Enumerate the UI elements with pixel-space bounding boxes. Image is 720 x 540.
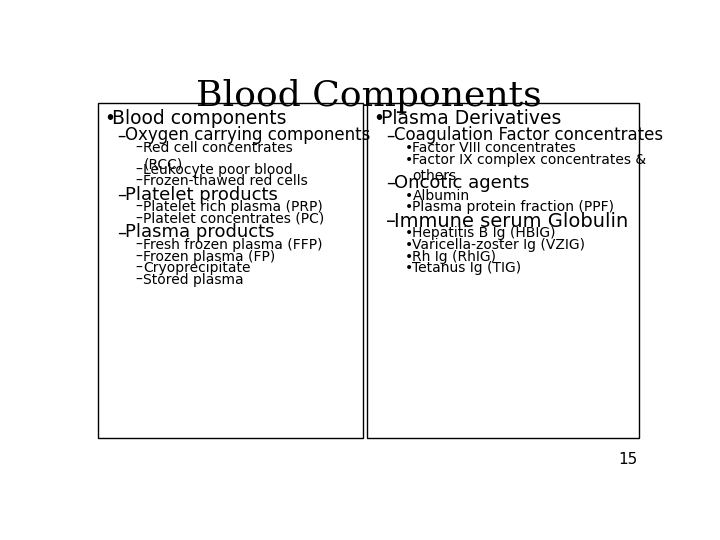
Text: Platelet products: Platelet products [125, 186, 278, 204]
Text: –: – [117, 126, 125, 144]
Text: –: – [386, 126, 395, 144]
Text: –: – [117, 186, 126, 204]
Text: •: • [405, 200, 413, 214]
Text: Leukocyte poor blood: Leukocyte poor blood [143, 163, 293, 177]
Text: –: – [136, 249, 143, 264]
Text: Platelet rich plasma (PRP): Platelet rich plasma (PRP) [143, 200, 323, 214]
Text: Hepatitis B Ig (HBIG): Hepatitis B Ig (HBIG) [413, 226, 556, 240]
Text: •: • [405, 249, 413, 264]
Text: Blood components: Blood components [112, 110, 287, 129]
FancyBboxPatch shape [366, 103, 639, 438]
Text: Red cell concentrates
(RCC): Red cell concentrates (RCC) [143, 141, 293, 171]
FancyBboxPatch shape [98, 103, 363, 438]
Text: –: – [136, 141, 143, 155]
Text: Factor IX complex concentrates &
others: Factor IX complex concentrates & others [413, 153, 647, 183]
Text: •: • [373, 110, 384, 129]
Text: Plasma Derivatives: Plasma Derivatives [381, 110, 561, 129]
Text: Rh Ig (RhIG): Rh Ig (RhIG) [413, 249, 496, 264]
Text: –: – [136, 238, 143, 252]
Text: Oncotic agents: Oncotic agents [394, 174, 529, 192]
Text: –: – [386, 212, 396, 231]
Text: Frozen plasma (FP): Frozen plasma (FP) [143, 249, 276, 264]
Text: Factor VIII concentrates: Factor VIII concentrates [413, 141, 576, 155]
Text: •: • [405, 238, 413, 252]
Text: –: – [136, 163, 143, 177]
Text: Fresh frozen plasma (FFP): Fresh frozen plasma (FFP) [143, 238, 323, 252]
Text: Varicella-zoster Ig (VZIG): Varicella-zoster Ig (VZIG) [413, 238, 585, 252]
Text: •: • [405, 153, 413, 166]
Text: •: • [405, 141, 413, 155]
Text: Plasma protein fraction (PPF): Plasma protein fraction (PPF) [413, 200, 614, 214]
Text: –: – [136, 261, 143, 275]
Text: –: – [136, 273, 143, 287]
Text: 15: 15 [618, 452, 637, 467]
Text: •: • [405, 261, 413, 275]
Text: Cryoprecipitate: Cryoprecipitate [143, 261, 251, 275]
Text: Immune serum Globulin: Immune serum Globulin [394, 212, 628, 231]
Text: Albumin: Albumin [413, 189, 469, 203]
Text: Frozen-thawed red cells: Frozen-thawed red cells [143, 174, 308, 188]
Text: –: – [386, 174, 395, 192]
Text: Coagulation Factor concentrates: Coagulation Factor concentrates [394, 126, 663, 144]
Text: •: • [405, 226, 413, 240]
Text: Platelet concentrates (PC): Platelet concentrates (PC) [143, 212, 325, 226]
Text: –: – [136, 212, 143, 226]
Text: Tetanus Ig (TIG): Tetanus Ig (TIG) [413, 261, 521, 275]
Text: Oxygen carrying components: Oxygen carrying components [125, 126, 370, 144]
Text: –: – [136, 174, 143, 188]
Text: •: • [104, 110, 115, 129]
Text: –: – [136, 200, 143, 214]
Text: Stored plasma: Stored plasma [143, 273, 244, 287]
Text: Plasma products: Plasma products [125, 224, 274, 241]
Text: •: • [405, 189, 413, 203]
Text: Blood Components: Blood Components [196, 79, 542, 113]
Text: –: – [117, 224, 126, 241]
